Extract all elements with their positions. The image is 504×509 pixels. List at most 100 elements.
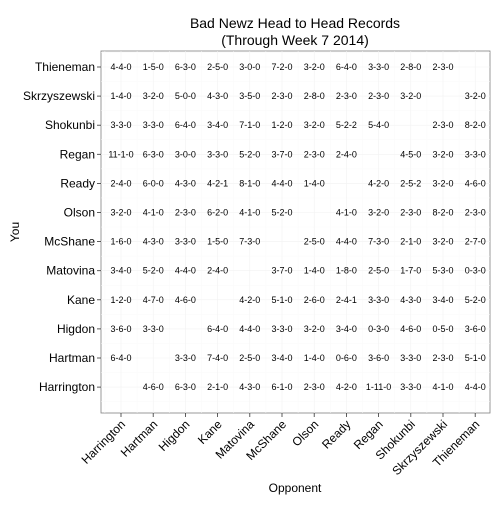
record-label: 2-7-0 — [465, 237, 486, 247]
plot-panel — [100, 50, 491, 414]
record-label: 3-3-0 — [271, 324, 292, 334]
record-label: 0-6-0 — [336, 353, 357, 363]
record-label: 7-1-0 — [239, 120, 260, 130]
record-label: 11-1-0 — [108, 149, 133, 159]
record-label: 3-4-0 — [432, 295, 453, 305]
record-label: 3-4-0 — [336, 324, 357, 334]
record-label: 5-1-0 — [465, 353, 486, 363]
record-label: 1-4-0 — [110, 91, 131, 101]
record-label: 8-2-0 — [465, 120, 486, 130]
record-label: 2-3-0 — [432, 353, 453, 363]
record-label: 3-2-0 — [304, 62, 325, 72]
record-label: 4-4-0 — [110, 62, 131, 72]
record-label: 4-4-0 — [239, 324, 260, 334]
y-tick-label: Ready — [60, 176, 95, 190]
record-label: 1-4-0 — [304, 353, 325, 363]
record-label: 2-3-0 — [432, 120, 453, 130]
record-label: 1-5-0 — [207, 237, 228, 247]
record-label: 2-6-0 — [304, 295, 325, 305]
record-label: 2-3-0 — [304, 382, 325, 392]
y-axis-ticks: Thieneman Skrzyszewski Shokunbi Regan Ready O… — [23, 60, 101, 394]
record-label: 3-7-0 — [271, 266, 292, 276]
record-label: 3-3-0 — [110, 120, 131, 130]
record-label: 1-2-0 — [110, 295, 131, 305]
record-label: 3-3-0 — [175, 353, 196, 363]
record-label: 3-3-0 — [400, 382, 421, 392]
record-label: 2-5-0 — [368, 266, 389, 276]
record-label: 4-6-0 — [143, 382, 164, 392]
record-label: 3-3-0 — [143, 120, 164, 130]
record-label: 3-7-0 — [271, 149, 292, 159]
record-label: 5-2-2 — [336, 120, 357, 130]
record-label: 2-4-0 — [110, 178, 131, 188]
record-label: 3-2-0 — [304, 120, 325, 130]
record-label: 4-4-0 — [336, 237, 357, 247]
record-label: 3-6-0 — [368, 353, 389, 363]
record-label: 5-2-0 — [143, 266, 164, 276]
record-label: 7-3-0 — [368, 237, 389, 247]
record-label: 4-6-0 — [465, 178, 486, 188]
y-tick-label: Higdon — [57, 322, 95, 336]
record-label: 1-6-0 — [110, 237, 131, 247]
record-label: 4-4-0 — [465, 382, 486, 392]
record-label: 4-2-0 — [239, 295, 260, 305]
record-label: 1-4-0 — [304, 266, 325, 276]
record-label: 0-5-0 — [432, 324, 453, 334]
record-label: 3-4-0 — [207, 120, 228, 130]
record-label: 3-2-0 — [304, 324, 325, 334]
record-label: 3-6-0 — [110, 324, 131, 334]
y-tick-label: Thieneman — [35, 60, 95, 74]
record-label: 4-1-0 — [432, 382, 453, 392]
record-label: 3-3-0 — [368, 295, 389, 305]
y-tick-label: Matovina — [46, 264, 95, 278]
record-label: 2-3-0 — [368, 91, 389, 101]
record-label: 2-3-0 — [336, 91, 357, 101]
record-label: 1-7-0 — [400, 266, 421, 276]
record-label: 4-6-0 — [400, 324, 421, 334]
record-label: 3-2-0 — [143, 91, 164, 101]
record-label: 5-0-0 — [175, 91, 196, 101]
record-label: 7-3-0 — [239, 237, 260, 247]
y-tick-label: Skrzyszewski — [23, 89, 95, 103]
y-tick-label: Olson — [64, 206, 95, 220]
record-label: 2-5-2 — [400, 178, 421, 188]
record-label: 3-0-0 — [175, 149, 196, 159]
record-label: 3-5-0 — [239, 91, 260, 101]
record-label: 6-0-0 — [143, 178, 164, 188]
record-label: 3-4-0 — [271, 353, 292, 363]
record-label: 0-3-0 — [368, 324, 389, 334]
record-label: 6-4-0 — [207, 324, 228, 334]
record-label: 5-4-0 — [368, 120, 389, 130]
record-label: 4-2-0 — [368, 178, 389, 188]
record-label: 3-0-0 — [239, 62, 260, 72]
record-label: 4-1-0 — [143, 208, 164, 218]
record-label: 4-3-0 — [175, 178, 196, 188]
record-label: 1-8-0 — [336, 266, 357, 276]
record-label: 2-4-0 — [336, 149, 357, 159]
chart-title-line-1: Bad Newz Head to Head Records — [190, 15, 400, 31]
record-label: 2-5-0 — [239, 353, 260, 363]
record-label: 2-8-0 — [304, 91, 325, 101]
record-label: 4-4-0 — [271, 178, 292, 188]
record-label: 1-11-0 — [366, 382, 391, 392]
record-label: 3-3-0 — [207, 149, 228, 159]
record-label: 2-3-0 — [432, 62, 453, 72]
record-label: 3-2-0 — [465, 91, 486, 101]
record-label: 4-2-1 — [207, 178, 228, 188]
record-label: 4-3-0 — [143, 237, 164, 247]
record-label: 6-4-0 — [336, 62, 357, 72]
record-label: 3-3-0 — [143, 324, 164, 334]
record-label: 2-3-0 — [465, 208, 486, 218]
y-tick-label: Harrington — [39, 380, 95, 394]
record-label: 7-4-0 — [207, 353, 228, 363]
record-label: 3-2-0 — [110, 208, 131, 218]
record-label: 6-2-0 — [207, 208, 228, 218]
y-tick-label: Hartman — [49, 351, 95, 365]
record-label: 2-4-1 — [336, 295, 357, 305]
record-cells: 4-4-0 1-5-0 6-3-0 2-5-0 3-0-0 7-2-0 3-2-0 6-4-0… — [108, 62, 485, 392]
y-tick-label: Shokunbi — [45, 118, 95, 132]
record-label: 3-2-0 — [432, 178, 453, 188]
record-label: 7-2-0 — [271, 62, 292, 72]
